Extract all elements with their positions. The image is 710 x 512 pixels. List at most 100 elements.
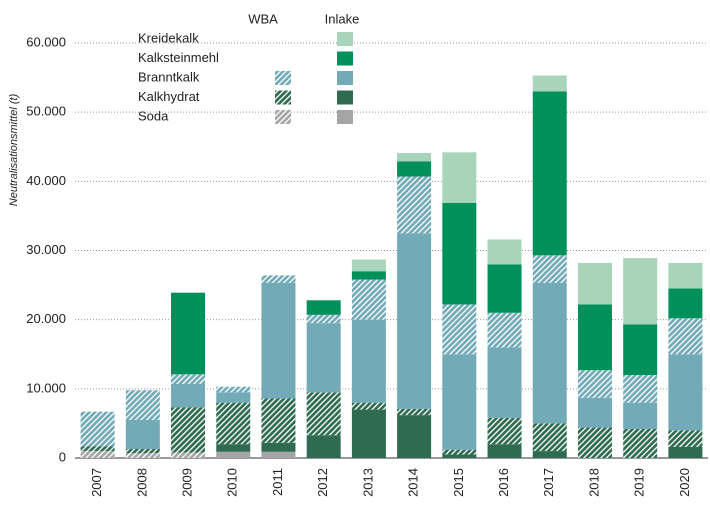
bar-segment: [623, 324, 658, 375]
y-tick-label: 50.000: [26, 104, 66, 119]
legend-swatch: [275, 110, 291, 124]
y-tick-label: 20.000: [26, 311, 66, 326]
bar-segment: [261, 275, 296, 284]
legend-label: Kalkhydrat: [138, 89, 200, 104]
bar-segment: [216, 402, 251, 445]
bar-segment: [623, 375, 658, 403]
legend-swatch: [337, 32, 353, 46]
bar-segment: [487, 312, 522, 348]
bar-segment: [171, 407, 206, 453]
bar-segment: [171, 452, 206, 458]
bar-segment: [306, 314, 341, 324]
bar-segment: [261, 283, 296, 399]
legend-swatch: [337, 71, 353, 85]
x-tick-label: 2008: [134, 468, 149, 497]
bar-segment: [351, 271, 386, 280]
bar-segment: [577, 370, 612, 398]
x-tick-label: 2020: [677, 468, 692, 497]
bar-segment: [668, 430, 703, 447]
bar-segment: [668, 318, 703, 355]
legend-swatch: [337, 51, 353, 66]
bar-segment: [442, 449, 477, 455]
bar-segment: [306, 300, 341, 315]
bar-segment: [125, 449, 160, 454]
legend-label: Kreidekalk: [138, 30, 199, 45]
bar-segment: [532, 255, 567, 284]
bar-segment: [397, 408, 432, 416]
bar-segment: [487, 417, 522, 445]
bar-segment: [623, 428, 658, 458]
bar-segment: [351, 319, 386, 403]
bar-segment: [125, 419, 160, 450]
bar-segment: [577, 427, 612, 458]
bar-segment: [171, 292, 206, 375]
x-tick-label: 2015: [451, 468, 466, 497]
bar-segment: [577, 397, 612, 428]
x-tick-label: 2012: [315, 468, 330, 497]
bar-segment: [623, 258, 658, 325]
y-tick-label: 60.000: [26, 34, 66, 49]
legend-label: Branntkalk: [138, 69, 200, 84]
bar-segment: [351, 409, 386, 458]
bar-segment: [397, 152, 432, 162]
bar-segment: [442, 202, 477, 305]
bar-segment: [125, 453, 160, 458]
x-tick-label: 2014: [406, 468, 421, 497]
bar-segment: [668, 354, 703, 431]
legend-swatch: [337, 110, 353, 124]
legend-column-header: WBA: [248, 11, 278, 26]
x-tick-label: 2017: [541, 468, 556, 497]
x-tick-label: 2010: [225, 468, 240, 497]
y-tick-label: 40.000: [26, 173, 66, 188]
bar-segment: [532, 423, 567, 452]
bar-segment: [216, 386, 251, 393]
bar-segment: [261, 442, 296, 452]
x-tick-label: 2019: [632, 468, 647, 497]
bar-segment: [216, 392, 251, 403]
legend-swatch: [337, 90, 353, 105]
bar-segment: [171, 383, 206, 408]
bar-segment: [80, 411, 115, 447]
bar-segment: [80, 446, 115, 452]
bar-segment: [306, 392, 341, 436]
x-tick-label: 2011: [270, 468, 285, 496]
bar-segment: [442, 454, 477, 458]
bar-segment: [351, 279, 386, 320]
legend-label: Kalksteinmehl: [138, 50, 219, 65]
bar-segment: [487, 347, 522, 418]
bar-segment: [261, 451, 296, 458]
legend-column-header: Inlake: [325, 11, 360, 26]
bar-segment: [577, 262, 612, 305]
bar-segment: [125, 390, 160, 420]
y-tick-label: 0: [59, 449, 66, 464]
bar-segment: [397, 161, 432, 177]
bar-segment: [623, 402, 658, 429]
bar-segment: [532, 283, 567, 424]
bar-segment: [351, 402, 386, 410]
bar-segment: [487, 239, 522, 265]
bar-segment: [487, 264, 522, 313]
bar-segment: [532, 75, 567, 92]
bar-segment: [216, 451, 251, 458]
bar-segment: [442, 304, 477, 355]
bar-segment: [306, 435, 341, 458]
bar-segment: [351, 259, 386, 272]
legend-swatch: [275, 90, 291, 105]
bar-segment: [487, 444, 522, 458]
legend-swatch: [275, 71, 291, 85]
bar-segment: [397, 415, 432, 458]
bar-segment: [668, 262, 703, 289]
bar-segment: [261, 398, 296, 443]
bar-segment: [171, 374, 206, 384]
bar-segment: [216, 444, 251, 452]
y-axis-label: Neutralisationsmittel (t): [8, 93, 20, 206]
x-tick-label: 2013: [360, 468, 375, 497]
bar-segment: [577, 304, 612, 371]
y-tick-label: 30.000: [26, 242, 66, 257]
bar-segment: [80, 451, 115, 458]
y-tick-label: 10.000: [26, 380, 66, 395]
bar-segment: [397, 176, 432, 234]
bar-segment: [442, 152, 477, 203]
